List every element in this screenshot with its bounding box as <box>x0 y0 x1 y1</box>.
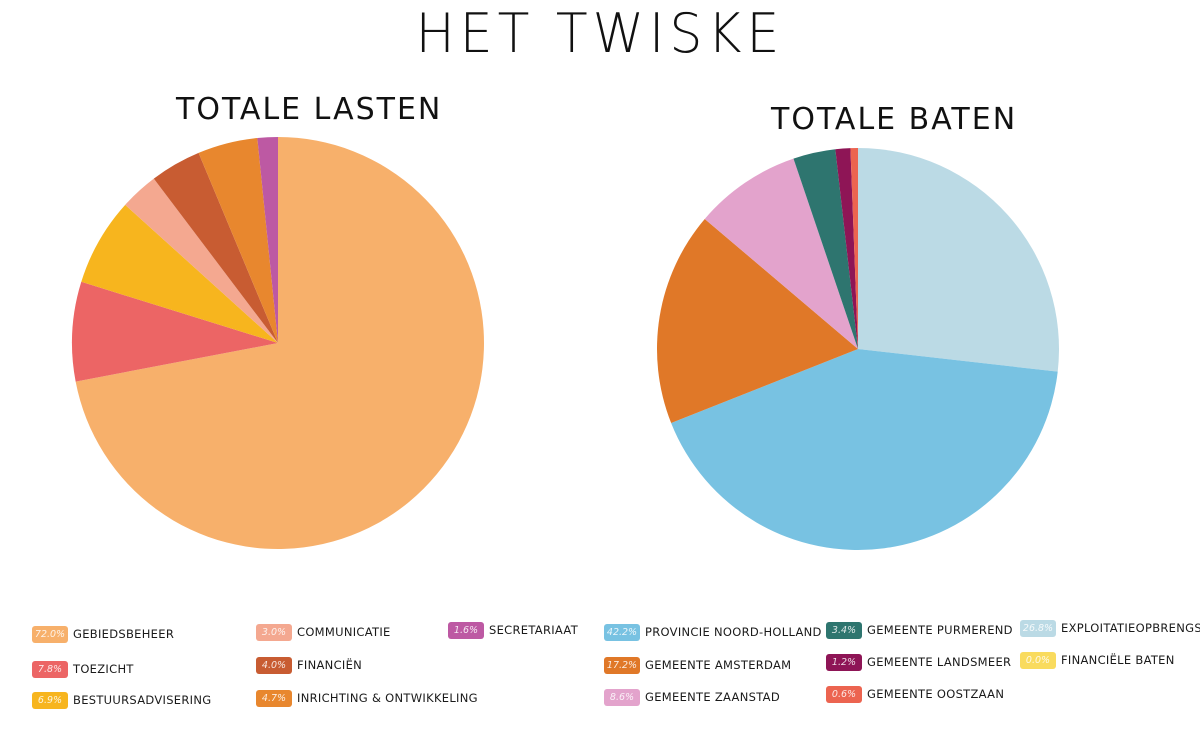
page-title: HET TWISKE <box>415 2 785 66</box>
legend-swatch: 0.0% <box>1020 651 1056 669</box>
pie-slice-0-3 <box>125 178 278 343</box>
legend-item: 17.2% GEMEENTE AMSTERDAM <box>604 655 791 675</box>
legend-swatch: 4.7% <box>256 689 292 707</box>
legend-swatch: 72.0% <box>32 625 68 643</box>
legend-swatch: 3.0% <box>256 623 292 641</box>
pie-slice-1-3 <box>704 158 858 349</box>
legend-swatch: 1.6% <box>448 621 484 639</box>
pie-slice-0-1 <box>72 281 279 382</box>
legend-item: 4.7% INRICHTING & ONTWIKKELING <box>256 688 478 708</box>
legend-item: 42.2% PROVINCIE NOORD-HOLLAND <box>604 622 822 642</box>
legend-item: 7.8% TOEZICHT <box>32 659 134 679</box>
legend-label: GEMEENTE PURMEREND <box>867 623 1013 637</box>
legend-item: 0.6% GEMEENTE OOSTZAAN <box>826 684 1004 704</box>
legend-label: PROVINCIE NOORD-HOLLAND <box>645 625 822 639</box>
pie-slice-0-5 <box>198 138 278 343</box>
pie-slice-0-2 <box>81 204 278 343</box>
pie-slice-1-0 <box>858 148 1059 372</box>
legend-swatch: 3.4% <box>826 621 862 639</box>
legend-label: GEMEENTE ZAANSTAD <box>645 690 780 704</box>
legend-swatch: 17.2% <box>604 656 640 674</box>
legend-label: EXPLOITATIEOPBRENGSTEN <box>1061 621 1200 635</box>
legend-label: GEMEENTE OOSTZAAN <box>867 687 1005 701</box>
pie-slice-1-6 <box>850 148 858 349</box>
legend-swatch: 42.2% <box>604 623 640 641</box>
legend-swatch: 7.8% <box>32 660 68 678</box>
legend-item: 72.0% GEBIEDSBEHEER <box>32 624 174 644</box>
legend-item: 4.0% FINANCIËN <box>256 655 362 675</box>
legend-item: 1.6% SECRETARIAAT <box>448 620 578 640</box>
legend-item: 3.4% GEMEENTE PURMEREND <box>826 620 1013 640</box>
chart-title-lasten: TOTALE LASTEN <box>176 92 443 127</box>
legend-label: FINANCIËN <box>297 658 363 672</box>
pie-slice-0-0 <box>75 137 484 550</box>
legend-item: 6.9% BESTUURSADVISERING <box>32 690 211 710</box>
legend-label: BESTUURSADVISERING <box>73 693 212 707</box>
legend-item: 26.8% EXPLOITATIEOPBRENGSTEN <box>1020 618 1200 638</box>
legend-item: 1.2% GEMEENTE LANDSMEER <box>826 652 1011 672</box>
legend-item: 0.0% FINANCIËLE BATEN <box>1020 650 1175 670</box>
legend-item: 8.6% GEMEENTE ZAANSTAD <box>604 687 780 707</box>
legend-swatch: 0.6% <box>826 685 862 703</box>
legend-swatch: 6.9% <box>32 691 68 709</box>
legend-label: GEMEENTE LANDSMEER <box>867 655 1012 669</box>
legend-swatch: 26.8% <box>1020 619 1056 637</box>
pie-slice-1-1 <box>671 349 1058 550</box>
legend-label: SECRETARIAAT <box>489 623 579 637</box>
legend-label: INRICHTING & ONTWIKKELING <box>297 691 478 705</box>
legend-swatch: 8.6% <box>604 688 640 706</box>
legend-label: FINANCIËLE BATEN <box>1061 653 1175 667</box>
pie-slice-1-4 <box>793 149 858 349</box>
legend-item: 3.0% COMMUNICATIE <box>256 622 391 642</box>
pie-slice-0-4 <box>153 152 278 343</box>
legend-swatch: 4.0% <box>256 656 292 674</box>
legend-swatch: 1.2% <box>826 653 862 671</box>
legend-label: GEBIEDSBEHEER <box>73 627 175 641</box>
legend-label: COMMUNICATIE <box>297 625 391 639</box>
pie-slice-1-5 <box>835 148 858 349</box>
pie-slice-0-6 <box>257 137 278 343</box>
chart-title-baten: TOTALE BATEN <box>771 102 1018 137</box>
pie-slice-1-2 <box>657 218 858 423</box>
legend-label: GEMEENTE AMSTERDAM <box>645 658 792 672</box>
legend-label: TOEZICHT <box>73 662 134 676</box>
